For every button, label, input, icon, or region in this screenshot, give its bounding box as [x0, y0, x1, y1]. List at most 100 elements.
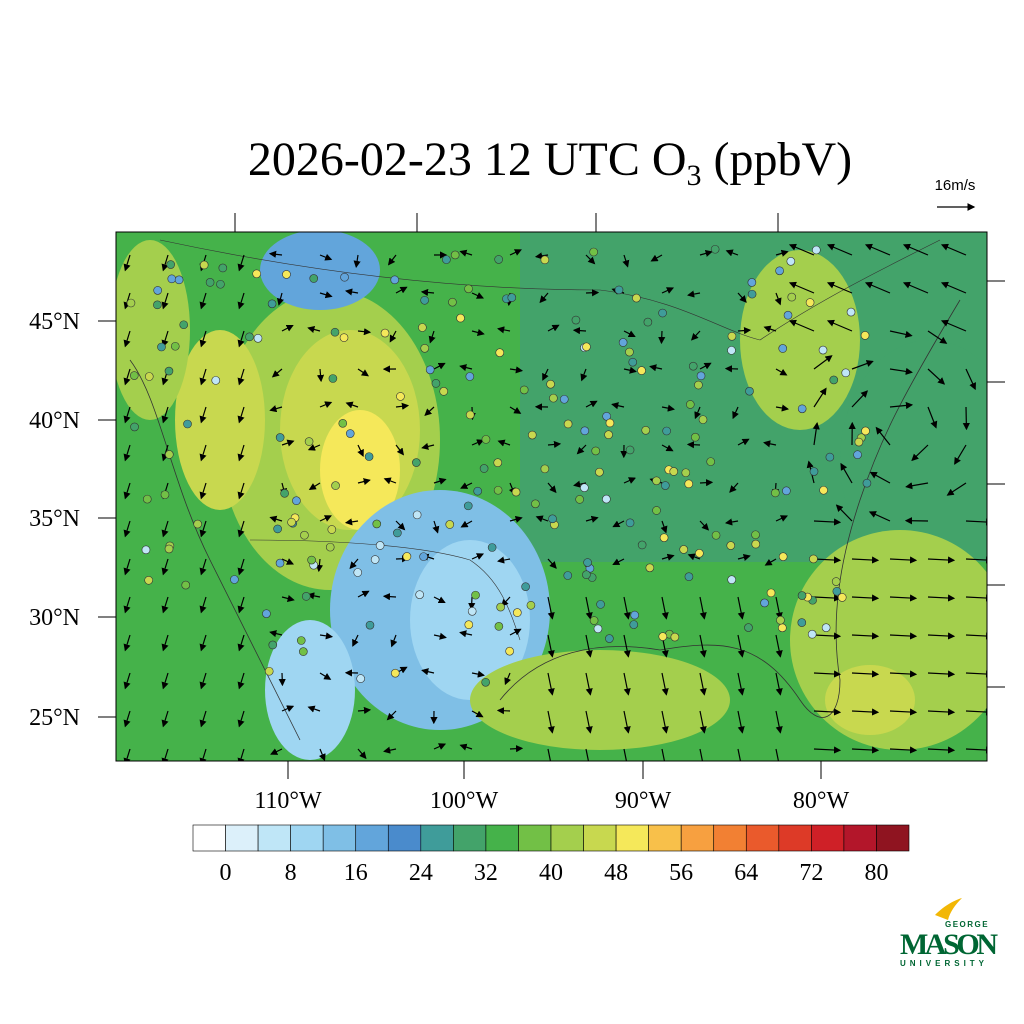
wind-vector [270, 748, 283, 755]
colorbar-label: 72 [799, 860, 823, 886]
wind-vector [927, 368, 946, 385]
wind-vector [161, 596, 169, 614]
wind-vector [268, 250, 283, 258]
station [481, 677, 490, 687]
station [679, 545, 688, 554]
station [797, 591, 807, 600]
station [465, 372, 475, 381]
station [747, 278, 757, 287]
wind-vector [421, 668, 435, 676]
colorbar-box [583, 824, 617, 852]
title-subscript: 3 [687, 159, 702, 192]
wind-vector [813, 746, 842, 754]
wind-vector [840, 462, 853, 484]
wind-vector [813, 632, 842, 640]
station [439, 387, 449, 396]
wind-vector [889, 746, 918, 754]
wind-vector [623, 366, 637, 374]
wind-vector [471, 292, 485, 299]
station [448, 297, 457, 307]
wind-vector [576, 444, 587, 455]
wind-vector [851, 390, 868, 408]
wind-vector [319, 291, 333, 299]
wind-vector [433, 477, 447, 485]
lon-label: 110°W [254, 788, 322, 814]
station [580, 483, 589, 493]
station [593, 624, 603, 634]
wind-vector [775, 634, 783, 658]
wind-vector [585, 596, 593, 620]
station [652, 506, 661, 515]
station [442, 255, 451, 264]
wind-vector [927, 746, 956, 754]
wind-vector [585, 254, 596, 265]
wind-vector [547, 710, 555, 734]
field-northeast [740, 250, 860, 430]
wind-vector [382, 593, 397, 601]
lon-label: 100°W [430, 788, 499, 814]
wind-vector [237, 292, 245, 310]
colorbar-label: 0 [220, 860, 232, 886]
colorbar-box [745, 824, 780, 852]
station [805, 298, 815, 307]
wind-vector [889, 401, 914, 410]
wind-vector [729, 482, 739, 493]
wind-vector [459, 743, 473, 751]
wind-vector [307, 325, 321, 333]
colorbar-box [420, 824, 454, 852]
station [809, 554, 818, 564]
station [659, 533, 669, 542]
wind-vector [319, 515, 332, 522]
wind-vector [547, 482, 557, 494]
wind-vector [774, 292, 782, 306]
colorbar-box [811, 824, 845, 852]
wind-vector [869, 471, 891, 484]
wind-vector [199, 482, 207, 500]
wind-vector [161, 710, 169, 728]
wind-vector [395, 286, 408, 294]
wind-vector [686, 441, 701, 449]
station [637, 540, 647, 550]
station [292, 496, 301, 506]
coastline-east [499, 299, 961, 718]
station [546, 379, 555, 389]
wind-vector [661, 287, 675, 294]
wind-vector [775, 596, 783, 620]
wind-vector [237, 558, 245, 576]
station [575, 495, 584, 504]
wind-vector [390, 634, 398, 648]
wind-vector [732, 406, 739, 420]
wind-vector [965, 518, 987, 526]
station [390, 668, 400, 678]
station [372, 519, 382, 529]
station [339, 333, 349, 342]
station [216, 279, 225, 289]
station [661, 481, 670, 490]
station [698, 415, 708, 424]
wind-vector [547, 672, 555, 696]
wind-vector [386, 710, 397, 721]
wind-vector [424, 406, 435, 416]
wind-vector [271, 368, 283, 378]
station [420, 295, 429, 305]
station [563, 419, 573, 429]
wind-vector [580, 368, 588, 382]
wind-vector [433, 596, 446, 604]
station [282, 270, 291, 279]
wind-vector [199, 444, 207, 462]
wind-vector [319, 632, 334, 640]
station [126, 298, 136, 308]
wind-vector [946, 482, 967, 496]
station [860, 331, 870, 340]
station [345, 429, 355, 438]
wind-vector [875, 426, 891, 446]
station [643, 317, 653, 327]
wind-vector [123, 672, 131, 690]
wind-vector [357, 748, 367, 760]
wind-vector [357, 328, 372, 336]
wind-vector [199, 596, 207, 614]
station [496, 602, 505, 612]
station [164, 366, 174, 376]
station [463, 501, 473, 511]
title-unit: (ppbV) [714, 133, 853, 186]
